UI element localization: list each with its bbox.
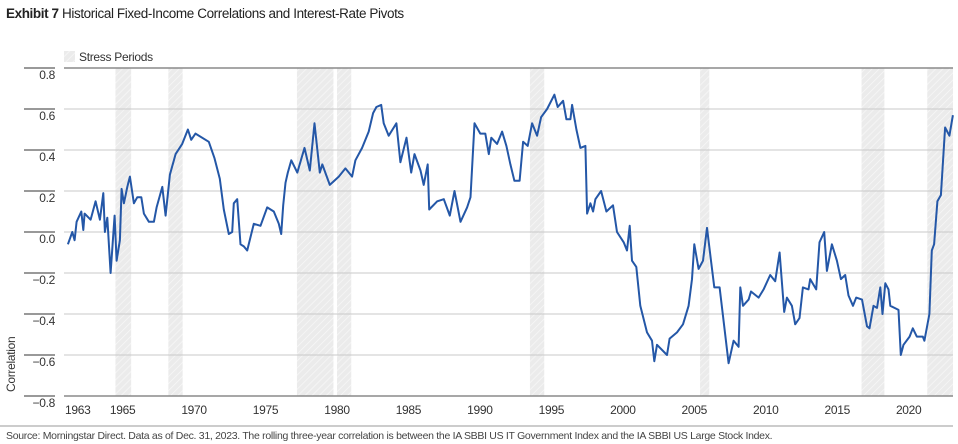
y-tick-label: 0.0 (39, 232, 55, 246)
legend-label-stress-periods: Stress Periods (79, 50, 153, 64)
legend: Stress Periods (64, 50, 153, 64)
y-tick-label: 0.6 (39, 109, 55, 123)
x-tick-label: 2005 (682, 403, 708, 417)
x-tick-label: 1970 (181, 403, 207, 417)
x-tick-label: 2020 (896, 403, 922, 417)
x-tick-label: 1965 (110, 403, 136, 417)
y-tick-label: 0.2 (39, 191, 55, 205)
x-tick-label: 2010 (753, 403, 779, 417)
x-tick-label: 1995 (539, 403, 565, 417)
y-tick-label: 0.8 (39, 68, 55, 82)
x-tick-label: 1985 (396, 403, 422, 417)
x-tick-label: 2000 (610, 403, 636, 417)
exhibit-title: Historical Fixed-Income Correlations and… (62, 6, 404, 21)
exhibit-label: Exhibit 7 (6, 6, 59, 21)
series-line (66, 93, 954, 365)
y-axis-title: Correlation (4, 337, 18, 392)
x-tick-label: 2015 (824, 403, 850, 417)
legend-swatch-stress-periods (64, 51, 75, 62)
y-tick-label: 0.4 (39, 150, 55, 164)
source-note: Source: Morningstar Direct. Data as of D… (6, 430, 772, 442)
x-tick-label: 1975 (253, 403, 279, 417)
gridlines (64, 67, 953, 397)
x-axis: 1963 1965 1970 1975 1980 1985 1990 1995 2000 2005… (65, 403, 922, 417)
y-tick-label: −0.4 (33, 314, 56, 328)
y-axis: 0.8 0.6 0.4 0.2 0.0 −0.2 −0.4 −0.6 −0.8 (24, 67, 56, 410)
y-tick-label: −0.6 (33, 355, 56, 369)
y-tick-label: −0.2 (33, 273, 56, 287)
chart-title: Exhibit 7 Historical Fixed-Income Correl… (6, 6, 404, 21)
x-tick-label: 1990 (467, 403, 493, 417)
x-tick-label: 1980 (324, 403, 350, 417)
x-tick-label: 1963 (65, 403, 91, 417)
y-tick-label: −0.8 (33, 396, 56, 410)
